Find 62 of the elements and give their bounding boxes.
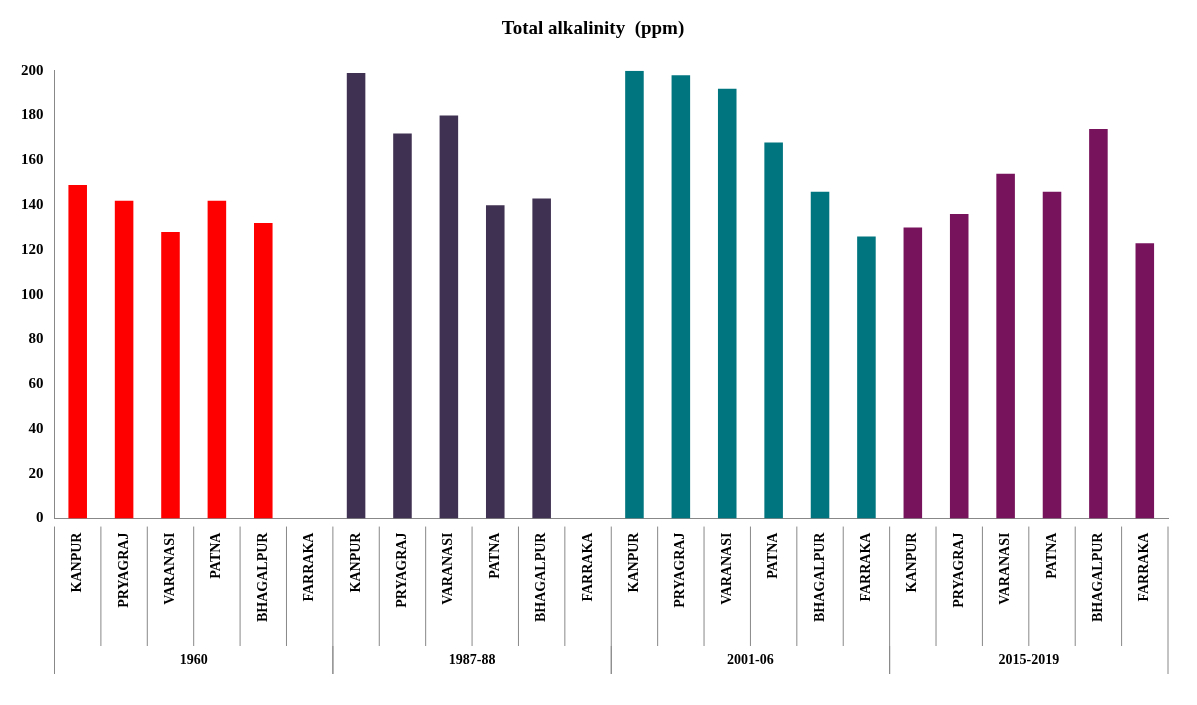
- bar: [393, 133, 412, 519]
- x-tick-label: PRYAGRAJ: [672, 532, 688, 608]
- bar: [207, 200, 227, 519]
- bar: [903, 227, 923, 519]
- bar: [1089, 129, 1108, 519]
- bar: [161, 231, 180, 519]
- x-tick-label: VARANASI: [162, 532, 178, 605]
- x-tick-label: KANPUR: [347, 531, 363, 593]
- bar: [717, 88, 737, 519]
- x-tick-label: VARANASI: [440, 532, 456, 605]
- text: 1987-88: [448, 651, 496, 667]
- x-tick-label: VARANASI: [997, 532, 1013, 605]
- bar: [996, 173, 1015, 519]
- x-tick-label: KANPUR: [69, 531, 85, 593]
- y-tick-label: 120: [21, 240, 44, 257]
- y-tick-label: 140: [21, 196, 44, 212]
- x-tick-label: PATNA: [208, 531, 224, 579]
- y-tick-label: 40: [28, 419, 44, 436]
- y-tick-label: 160: [21, 151, 44, 168]
- x-tick-label: FARRAKA: [301, 531, 317, 602]
- bar: [439, 115, 459, 519]
- x-tick-label: PATNA: [1043, 531, 1059, 579]
- bar: [857, 236, 876, 519]
- bar: [625, 70, 644, 519]
- x-tick-label: PRYAGRAJ: [394, 532, 410, 608]
- x-tick-label: BHAGALPUR: [811, 531, 827, 622]
- y-tick-label: 20: [28, 464, 44, 481]
- bar: [1042, 191, 1062, 519]
- x-tick-label: BHAGALPUR: [254, 531, 270, 622]
- bar: [254, 223, 273, 519]
- bar: [810, 191, 830, 519]
- bar: [949, 214, 969, 519]
- bar: [1135, 243, 1155, 519]
- chart-title: Total alkalinity (ppm): [501, 17, 685, 40]
- bar: [346, 73, 366, 519]
- y-tick-label: 0: [36, 509, 44, 526]
- x-tick-label: PRYAGRAJ: [950, 532, 966, 608]
- y-tick-label: 180: [21, 106, 44, 123]
- y-tick-label: 100: [21, 285, 44, 302]
- x-tick-label: VARANASI: [718, 532, 734, 605]
- y-tick-label: 60: [28, 375, 44, 392]
- x-tick-label: KANPUR: [626, 531, 642, 593]
- x-tick-label: PRYAGRAJ: [115, 532, 131, 608]
- text: 2015-2019: [998, 651, 1060, 667]
- x-tick-label: BHAGALPUR: [1090, 531, 1106, 622]
- x-tick-label: FARRAKA: [1136, 531, 1152, 602]
- x-tick-label: BHAGALPUR: [533, 531, 549, 622]
- x-tick-label: KANPUR: [904, 531, 920, 593]
- y-tick-label: 200: [21, 61, 44, 78]
- x-tick-label: PATNA: [486, 531, 502, 579]
- x-tick-label: FARRAKA: [858, 531, 874, 602]
- bar: [671, 75, 691, 519]
- bar: [68, 184, 87, 519]
- x-tick-label: FARRAKA: [579, 531, 595, 602]
- y-tick-label: 80: [28, 330, 44, 347]
- text: 1960: [179, 651, 208, 667]
- bar: [764, 142, 783, 519]
- x-tick-label: PATNA: [765, 531, 781, 579]
- bar: [114, 200, 134, 519]
- bar: [485, 205, 505, 519]
- text: 2001-06: [727, 651, 774, 667]
- bar: [532, 198, 551, 519]
